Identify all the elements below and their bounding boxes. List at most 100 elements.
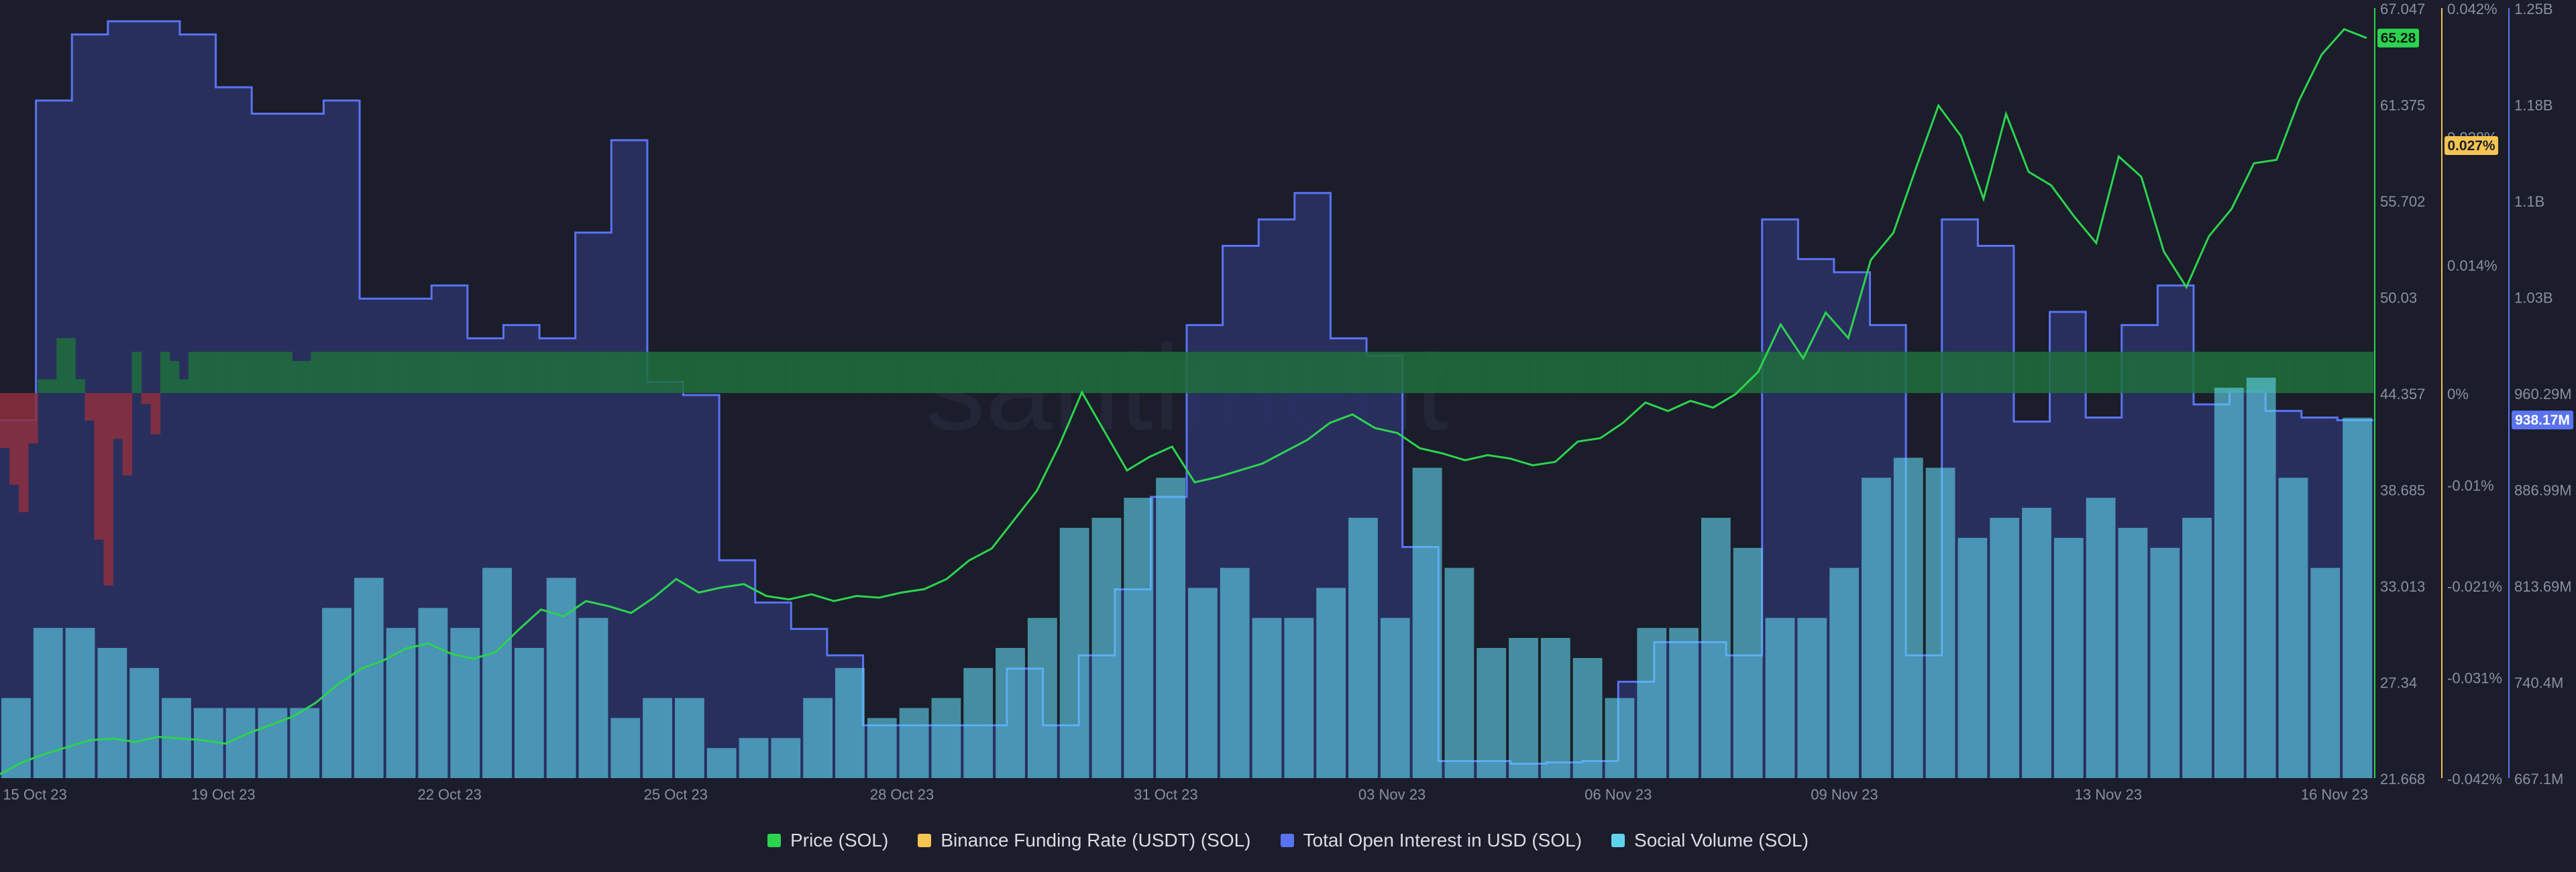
funding-rate-bar [2176,351,2186,393]
funding-rate-bar [1026,351,1036,393]
x-axis-tick: 22 Oct 23 [417,786,481,803]
social-volume-bar [2053,537,2084,778]
funding-rate-bar [998,351,1008,393]
price-badge: 65.28 [2381,31,2416,46]
funding-rate-bar [1393,351,1404,393]
social-volume-bar [1540,638,1570,778]
funding-rate-bar [1243,351,1253,393]
funding-rate-bar [649,351,660,393]
price-badge-bg [2377,28,2419,48]
funding-rate-bar [1723,351,1733,393]
funding-rate-bar [1412,351,1423,393]
social-volume-bar [1188,588,1218,778]
funding-rate-bar [264,351,274,393]
funding-rate-bar [744,351,754,393]
funding-rate-bar [2118,351,2129,393]
funding-rate-bar [1196,351,1206,393]
social-volume-bar [2310,567,2341,778]
funding-rate-bar [358,351,368,393]
funding-rate-bar [2204,351,2214,393]
funding-badge: 0.027% [2447,138,2496,154]
funding-rate-bar [1864,351,1875,393]
legend-item-social-volume[interactable]: Social Volume (SOL) [1611,830,1809,851]
social-volume-bar [1990,517,2020,778]
social-volume-bar [1124,498,1154,778]
funding-rate-bar [150,393,161,435]
x-axis-tick: 06 Nov 23 [1585,786,1652,803]
x-axis-tick: 28 Oct 23 [870,786,934,803]
funding-rate-bar [470,351,481,393]
social-volume-bar [1059,527,1089,778]
funding-rate-bar [0,393,10,448]
funding-rate-bar [1770,351,1780,393]
funding-rate-bar [1215,351,1225,393]
funding-rate-bar [75,379,85,393]
funding-rate-bar [1073,351,1084,393]
legend-item-price[interactable]: Price (SOL) [767,830,888,851]
funding-rate-bar [433,351,443,393]
funding-rate-bar [1092,351,1103,393]
funding-rate-bar [197,351,208,393]
funding-rate-bar [1045,351,1055,393]
social-volume-bar [1893,457,1923,778]
funding-rate-bar [1554,351,1564,393]
funding-rate-bar [763,351,773,393]
funding-rate-bar [1676,351,1686,393]
funding-rate-bar [555,351,566,393]
funding-rate-bar [2185,351,2195,393]
funding-rate-bar [725,351,735,393]
funding-rate-bar [678,351,688,393]
funding-rate-bar [1563,351,1574,393]
funding-rate-bar [28,393,38,444]
social-volume-bar [1027,618,1057,778]
funding-rate-bar [1827,351,1837,393]
legend-swatch-social-volume [1611,834,1625,847]
funding-rate-bar [716,351,726,393]
funding-rate-bar [1328,351,1338,393]
funding-rate-bar [169,361,180,393]
funding-rate-bar [348,351,359,393]
social-volume-bar [835,667,865,778]
funding-rate-bar [961,351,971,393]
funding-rate-bar [1949,351,1960,393]
funding-rate-bar [904,351,914,393]
price-axis-tick: 33.013 [2380,578,2425,595]
x-axis-tick: 13 Nov 23 [2075,786,2142,803]
funding-rate-bar [1102,351,1112,393]
funding-rate-bar [2147,351,2157,393]
open-interest-axis-tick: 1.25B [2514,1,2553,17]
funding-rate-bar [1742,351,1752,393]
funding-rate-bar [1064,351,1075,393]
funding-rate-bar [1120,351,1131,393]
social-volume-bar [1380,618,1410,778]
legend-swatch-open-interest [1280,834,1294,847]
funding-rate-bar [546,351,556,393]
funding-rate-bar [1610,351,1621,393]
funding-rate-bar [1601,351,1611,393]
funding-rate-bar [47,379,57,393]
funding-rate-bar [1874,351,1884,393]
funding-rate-bar [2090,351,2101,393]
open-interest-badge-bg [2512,411,2573,430]
funding-rate-bar [2298,351,2308,393]
funding-rate-bar [1384,351,1395,393]
funding-rate-bar [612,351,623,393]
funding-rate-bar [696,351,707,393]
funding-rate-bar [1167,351,1178,393]
funding-rate-bar [1582,351,1593,393]
funding-rate-bar [2166,351,2176,393]
legend-item-open-interest[interactable]: Total Open Interest in USD (SOL) [1280,830,1582,851]
funding-rate-bar [9,393,19,485]
social-volume-bar [867,718,897,778]
funding-rate-bar [1318,351,1329,393]
legend-item-funding-rate[interactable]: Binance Funding Rate (USDT) (SOL) [918,830,1251,851]
social-volume-bar [290,708,320,778]
funding-rate-bar [1309,351,1320,393]
funding-rate-bar [141,393,152,404]
funding-rate-bar [621,351,632,393]
funding-rate-bar [461,351,472,393]
funding-axis-tick: 0.042% [2447,1,2498,17]
social-volume-bar [482,567,512,778]
funding-rate-bar [1224,351,1234,393]
